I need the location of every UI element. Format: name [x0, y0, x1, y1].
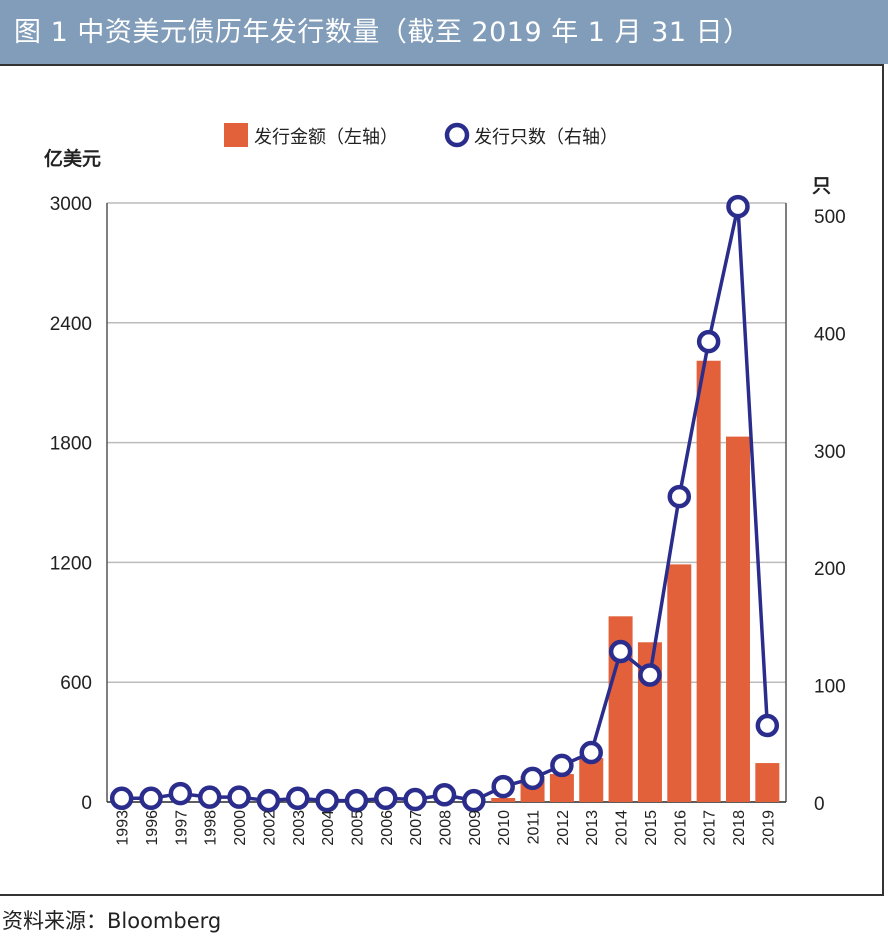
line-point: [374, 786, 398, 811]
x-tick-label: 2019: [760, 810, 777, 846]
left-tick-label: 1800: [50, 434, 92, 455]
legend-line-label: 发行只数（右轴）: [474, 127, 618, 147]
line-point: [109, 786, 134, 811]
x-tick-label: 2007: [408, 810, 425, 846]
line-point: [197, 785, 222, 809]
line-point: [286, 786, 310, 811]
x-tick-label: 2016: [672, 810, 689, 846]
line-point: [168, 781, 193, 806]
left-tick-label: 3000: [50, 194, 92, 215]
right-axis-label: 只: [812, 176, 831, 197]
x-tick-label: 2008: [438, 810, 455, 846]
left-tick-label: 2400: [50, 314, 92, 335]
legend-bar-label: 发行金额（左轴）: [254, 127, 398, 147]
line-point: [491, 774, 515, 799]
x-tick-label: 2009: [467, 810, 484, 846]
x-tick-label: 1993: [115, 810, 132, 846]
x-tick-label: 1998: [203, 810, 220, 846]
bar: [725, 436, 750, 802]
x-tick-label: 2003: [291, 810, 308, 846]
x-tick-label: 2015: [643, 810, 660, 846]
right-tick-label: 500: [814, 207, 846, 228]
x-tick-label: 2006: [379, 810, 396, 846]
left-tick-label: 600: [60, 673, 92, 694]
line-point: [315, 788, 339, 813]
left-tick-label: 1200: [50, 553, 92, 574]
line-point: [520, 766, 545, 791]
legend-bar-swatch: [224, 123, 248, 147]
line-point: [256, 788, 281, 813]
x-tick-label: 2012: [555, 810, 572, 846]
line-point: [403, 787, 427, 812]
chart-title: 图 1 中资美元债历年发行数量（截至 2019 年 1 月 31 日）: [0, 0, 888, 64]
line-point: [696, 329, 721, 354]
left-axis-label: 亿美元: [44, 147, 101, 170]
bar: [667, 564, 692, 802]
line-point: [550, 753, 574, 778]
right-tick-label: 400: [814, 324, 846, 345]
x-tick-label: 2000: [232, 810, 249, 846]
x-tick-label: 2018: [731, 810, 748, 846]
x-tick-label: 2013: [584, 810, 601, 846]
x-tick-label: 2005: [349, 810, 366, 846]
bar: [579, 758, 604, 802]
x-tick-label: 2011: [526, 810, 543, 845]
bar: [696, 360, 721, 802]
line-point: [462, 788, 486, 813]
x-tick-label: 2017: [702, 810, 719, 846]
x-tick-label: 2014: [614, 810, 631, 846]
x-tick-label: 2002: [261, 810, 278, 846]
legend-line-swatch: [444, 122, 470, 148]
x-tick-label: 2004: [320, 810, 337, 846]
line-point: [608, 639, 633, 664]
right-tick-label: 200: [814, 559, 846, 580]
line-point: [638, 663, 662, 687]
bar: [491, 798, 516, 802]
line-point: [139, 786, 163, 811]
line-point: [579, 740, 603, 765]
x-tick-label: 1996: [144, 810, 161, 846]
line-point: [755, 713, 780, 738]
line-point: [344, 788, 369, 813]
right-tick-label: 100: [814, 677, 846, 698]
line-point: [667, 484, 692, 509]
bar: [755, 763, 780, 802]
line-point: [432, 783, 457, 807]
x-tick-label: 1997: [173, 810, 190, 846]
source-note: 资料来源：Bloomberg: [2, 909, 222, 933]
right-tick-label: 300: [814, 442, 846, 463]
line-point: [227, 785, 251, 809]
right-tick-label: 0: [814, 794, 825, 815]
left-tick-label: 0: [81, 793, 92, 814]
bar: [549, 774, 574, 802]
chart-frame: [0, 64, 884, 896]
line-point: [726, 194, 750, 219]
x-tick-label: 2010: [496, 810, 513, 846]
